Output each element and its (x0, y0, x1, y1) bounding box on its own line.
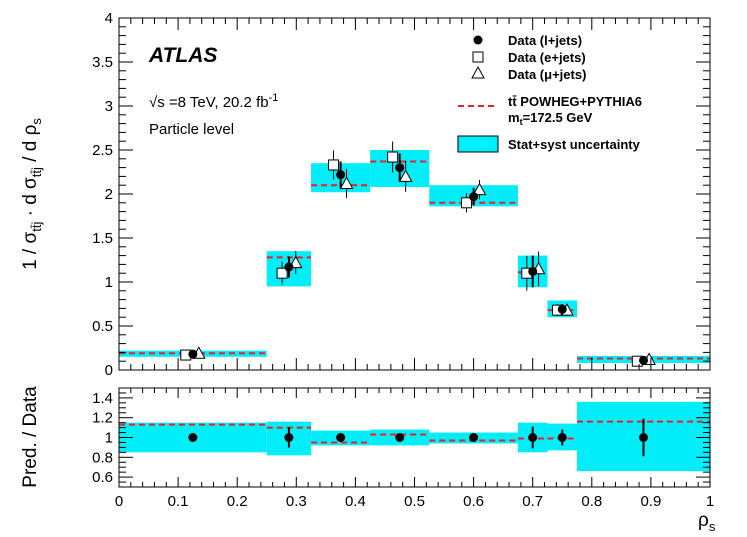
ratio-point-4 (469, 433, 479, 442)
mujets-point-4 (472, 182, 487, 196)
ratio-ticks (118, 387, 711, 488)
main-ytick-label: 0.5 (92, 318, 113, 335)
mujets-point-3 (398, 169, 413, 182)
x-tick-label: 0.7 (522, 493, 543, 510)
ejets-point-1 (276, 267, 288, 279)
legend-uncertainty-label: Stat+syst uncertainty (508, 137, 641, 152)
legend: Data (l+jets) Data (e+jets) Data (μ+jets… (457, 33, 642, 153)
ratio-point-2 (336, 433, 346, 442)
ratio-ytick-label: 1.2 (92, 410, 113, 427)
ljets-point-7 (639, 355, 649, 365)
x-tick-label: 0.3 (286, 493, 307, 510)
ejets-point-3 (387, 151, 399, 163)
main-ytick-label: 3 (105, 98, 113, 115)
ratio-ytick-label: 0.6 (92, 469, 113, 486)
main-y-axis-label: 1 / σtt̄j · d σtt̄j / d ρs (20, 118, 44, 270)
ratio-uncertainty-bands (119, 401, 710, 472)
x-tick-label: 0.4 (345, 493, 366, 510)
legend-ljets-marker (473, 35, 483, 45)
main-ytick-label: 2.5 (92, 142, 113, 159)
legend-mujets-marker (471, 65, 485, 79)
ratio-point-7 (639, 433, 649, 442)
main-ytick-label: 3.5 (92, 54, 113, 71)
ljets-point-3 (395, 163, 405, 173)
experiment-label: ATLAS (148, 44, 217, 67)
x-tick-label: 0.1 (168, 493, 189, 510)
legend-ejets-label: Data (e+jets) (508, 50, 586, 65)
level-label: Particle level (149, 121, 234, 138)
ratio-point-3 (395, 433, 405, 442)
legend-ljets-label: Data (l+jets) (508, 33, 582, 48)
legend-prediction-label-2: mt=172.5 GeV (508, 110, 593, 127)
ejets-point-2 (328, 159, 340, 171)
ratio-ytick-label: 1.4 (92, 390, 113, 407)
ratio-y-axis-label: Pred. / Data (20, 386, 41, 488)
main-uncertainty-bands (119, 150, 710, 363)
ratio-data-points (188, 418, 649, 457)
ejets-point-4 (461, 197, 473, 209)
x-tick-label: 0.8 (581, 493, 602, 510)
ljets-point-0 (188, 349, 198, 359)
ljets-point-2 (336, 170, 346, 180)
main-y-tick-labels: 0 0.5 1 1.5 2 2.5 3 3.5 4 (92, 10, 113, 379)
ratio-ytick-label: 1 (105, 430, 113, 447)
x-tick-label: 0.9 (640, 493, 661, 510)
x-tick-label: 0.5 (404, 493, 425, 510)
ratio-point-1 (284, 433, 294, 442)
legend-mujets-label: Data (μ+jets) (508, 67, 586, 82)
ratio-panel: 0.60.811.21.4 0 0.1 0.2 0.3 0.4 0.5 0.6 0.7 0.8 0… (20, 386, 716, 534)
ratio-y-tick-labels: 0.6 0.8 1 1.2 1.4 (92, 390, 113, 486)
x-tick-label: 1 (706, 493, 714, 510)
ratio-ytick-label: 0.8 (92, 449, 113, 466)
main-frame (118, 17, 711, 371)
main-ytick-label: 2 (105, 186, 113, 203)
main-ytick-label: 1.5 (92, 230, 113, 247)
main-ytick-label: 0 (105, 362, 113, 379)
ljets-point-4 (469, 192, 479, 202)
main-ticks (118, 17, 711, 371)
ratio-point-6 (557, 433, 567, 442)
ljets-point-1 (284, 262, 294, 272)
energy-label: √s =8 TeV, 20.2 fb-1 (149, 92, 278, 111)
x-tick-label: 0.2 (227, 493, 248, 510)
ratio-point-5 (528, 433, 538, 442)
ratio-point-0 (188, 433, 198, 442)
main-data-points (180, 141, 656, 367)
x-tick-label: 0 (115, 493, 123, 510)
legend-uncertainty-box (457, 135, 499, 153)
legend-ejets-marker (472, 51, 484, 63)
main-ytick-label: 4 (105, 10, 113, 27)
main-prediction-lines (119, 160, 710, 360)
legend-prediction-label-1: tt̄ POWHEG+PYTHIA6 (508, 94, 642, 109)
ljets-point-6 (557, 304, 567, 314)
ratio-x-tick-labels: 0 0.1 0.2 0.3 0.4 0.5 0.6 0.7 0.8 0.9 1 (115, 493, 714, 510)
ljets-point-5 (528, 266, 538, 276)
main-panel: 0 0.5 1 1.5 2 2.5 3 3.5 4 1 / σtt̄j · d σtt̄j / … (20, 10, 711, 379)
mujets-point-2 (339, 176, 354, 189)
x-axis-label: ρs (698, 510, 716, 534)
main-ytick-label: 1 (105, 274, 113, 291)
x-tick-label: 0.6 (463, 493, 484, 510)
